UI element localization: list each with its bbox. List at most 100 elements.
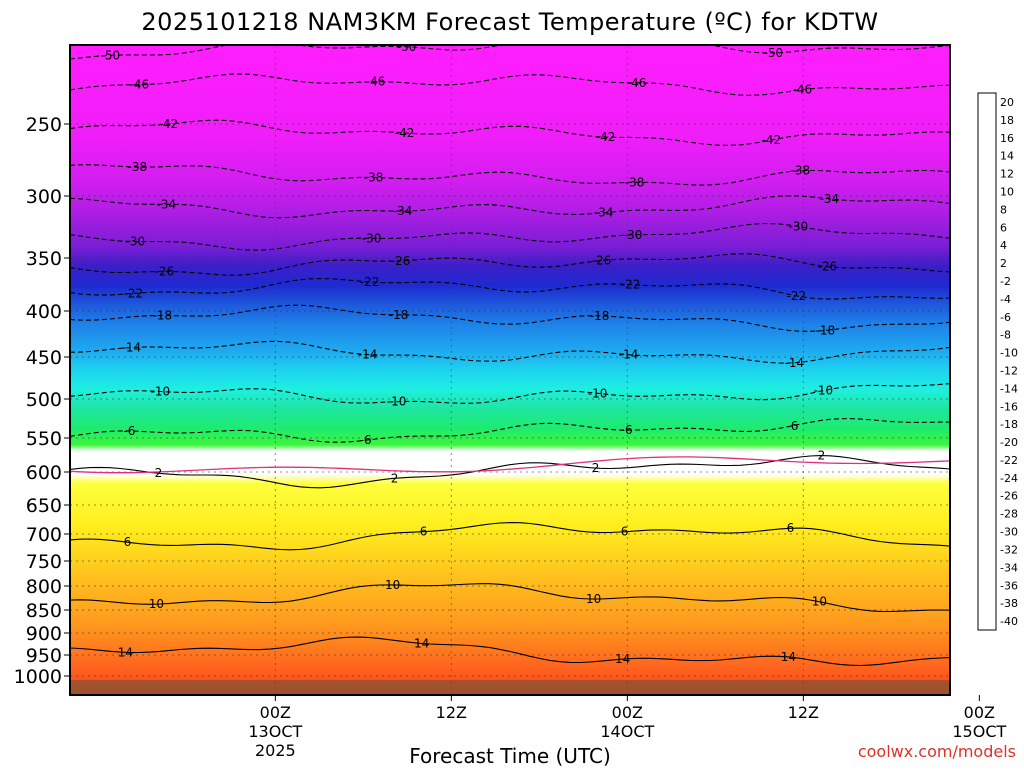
- contour-label: -6: [621, 423, 633, 437]
- color-legend: 20 18 16 14 12 10 8 6 4 2 -2 -4 -6 -8 -10 -12 -14 -16 -18 -…: [977, 92, 1018, 631]
- contour-label: -10: [814, 384, 834, 398]
- contour-label: -46: [627, 76, 647, 90]
- contour-label: 6: [787, 521, 795, 535]
- contour-line: [70, 253, 950, 276]
- contour-label: 6: [420, 525, 428, 539]
- colorbar-label: -28: [1000, 508, 1018, 521]
- contour-label: 10: [586, 592, 601, 606]
- contour-label: -10: [387, 395, 407, 409]
- contour-label: -22: [787, 289, 807, 303]
- contour-label: -18: [816, 323, 836, 337]
- colorbar-label: -30: [1000, 526, 1018, 539]
- contour-line: [70, 418, 950, 443]
- contour-label: -14: [785, 356, 805, 370]
- ground-below-surface: [70, 680, 950, 695]
- colorbar-label: 4: [1000, 239, 1007, 252]
- contour-label: -18: [389, 308, 409, 322]
- contour-label: -38: [625, 175, 645, 189]
- x-tick-label: 12Z: [436, 703, 467, 722]
- grid-lines: [70, 45, 950, 695]
- freezing-level-line: [70, 456, 950, 474]
- colorbar-label: -10: [1000, 347, 1018, 360]
- contour-line: [70, 304, 950, 332]
- contour-line: [70, 222, 950, 251]
- colorbar-label: 6: [1000, 221, 1007, 234]
- y-tick-label: 600: [26, 462, 62, 484]
- colorbar-label: -32: [1000, 544, 1018, 557]
- contour-label: -42: [159, 117, 179, 131]
- y-tick-label: 700: [26, 524, 62, 546]
- credit-link[interactable]: coolwx.com/models: [858, 742, 1016, 761]
- y-tick-label: 950: [26, 645, 62, 667]
- contour-label: -14: [122, 341, 142, 355]
- temperature-contours: [70, 45, 950, 667]
- contour-label: -30: [126, 235, 146, 249]
- colorbar-label: 18: [1000, 114, 1014, 127]
- x-tick-label: 12Z: [788, 703, 819, 722]
- contour-label: -26: [592, 253, 612, 267]
- pressure-axis: 2503003504004505005506006507007508008509…: [14, 114, 70, 688]
- contour-line: [70, 455, 950, 489]
- colorbar-label: 12: [1000, 168, 1014, 181]
- colorbar-label: 20: [1000, 96, 1014, 109]
- x-tick-label: 00Z: [260, 703, 291, 722]
- contour-label: -38: [791, 164, 811, 178]
- contour-label: -38: [128, 160, 148, 174]
- y-tick-label: 500: [26, 389, 62, 411]
- contour-label: -26: [818, 260, 838, 274]
- y-tick-label: 450: [26, 347, 62, 369]
- contour-label: 14: [781, 650, 796, 664]
- x-tick-label: 00Z: [612, 703, 643, 722]
- y-tick-label: 750: [26, 551, 62, 573]
- contour-label: -50: [101, 48, 121, 62]
- contour-label: -26: [155, 264, 175, 278]
- x-tick-label: 13OCT: [248, 722, 302, 741]
- y-tick-label: 850: [26, 600, 62, 622]
- colorbar-label: -24: [1000, 472, 1018, 485]
- contour-label: -18: [153, 309, 173, 323]
- colorbar-label: -40: [1000, 615, 1018, 628]
- contour-label: -14: [619, 348, 639, 362]
- contour-line: [70, 277, 950, 300]
- contour-label: -46: [793, 83, 813, 97]
- contour-label: 10: [812, 595, 827, 609]
- contour-label: -18: [590, 309, 610, 323]
- y-tick-label: 350: [26, 248, 62, 270]
- colorbar-label: -36: [1000, 579, 1018, 592]
- contour-label: -30: [789, 219, 809, 233]
- contour-label: -46: [130, 78, 150, 92]
- contour-label: 6: [124, 535, 132, 549]
- contour-line: [70, 45, 950, 60]
- contour-label: -10: [588, 386, 608, 400]
- colorbar-label: -2: [1000, 275, 1011, 288]
- y-tick-label: 400: [26, 301, 62, 323]
- colorbar-label: -26: [1000, 490, 1018, 503]
- contour-label: -30: [362, 231, 382, 245]
- contour-label: 2: [818, 449, 826, 463]
- colorbar-label: -22: [1000, 454, 1018, 467]
- colorbar-label: -34: [1000, 561, 1018, 574]
- colorbar-label: 2: [1000, 257, 1007, 270]
- contour-label: -46: [366, 75, 386, 89]
- y-tick-label: 650: [26, 495, 62, 517]
- contour-label: -42: [762, 133, 782, 147]
- contour-label: -6: [360, 433, 372, 447]
- y-tick-label: 550: [26, 428, 62, 450]
- plot-frame: [69, 44, 951, 696]
- contour-label: 14: [615, 652, 630, 666]
- colorbar-label: -6: [1000, 311, 1011, 324]
- contour-label: -50: [397, 40, 417, 54]
- contour-label: 2: [391, 471, 399, 485]
- y-tick-label: 250: [26, 114, 62, 136]
- contour-label: -22: [621, 278, 641, 292]
- colorbar-label: 14: [1000, 150, 1014, 163]
- contour-label: -34: [820, 192, 840, 206]
- x-tick-label: 00Z: [964, 703, 995, 722]
- contour-label: 10: [149, 597, 164, 611]
- colorbar-label: -20: [1000, 436, 1018, 449]
- contour-label: -10: [151, 385, 171, 399]
- contour-line: [70, 73, 950, 96]
- contour-label: -38: [364, 170, 384, 184]
